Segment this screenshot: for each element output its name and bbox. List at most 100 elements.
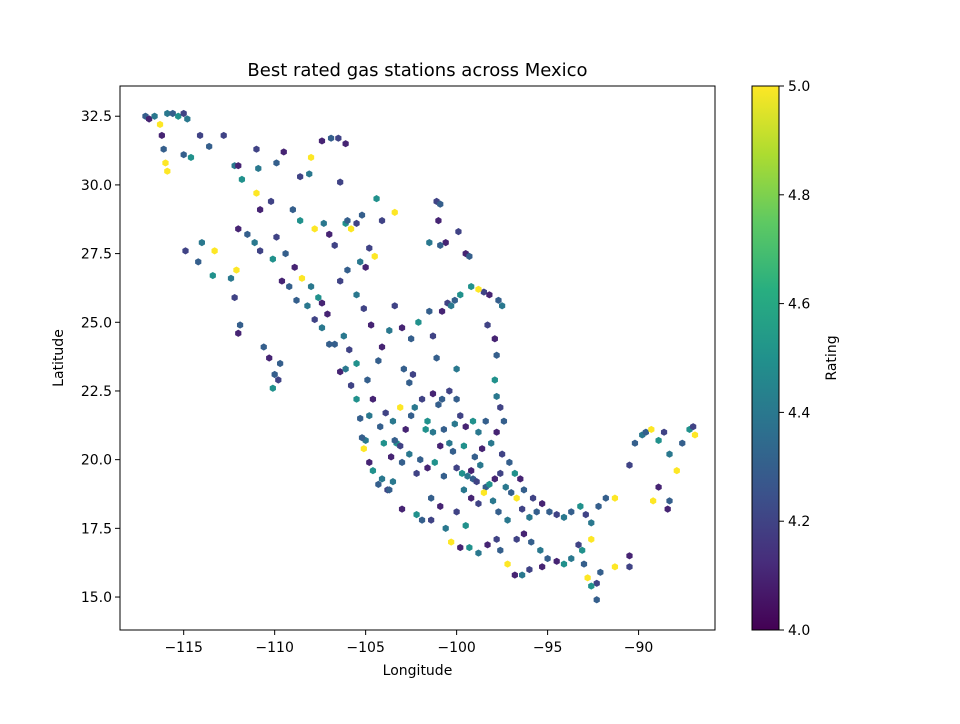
hexbin-cell (357, 258, 364, 266)
hexbin-cell (331, 340, 338, 348)
hexbin-cell (473, 478, 480, 486)
hexbin-cell (664, 505, 671, 513)
hexbin-cell (666, 450, 673, 458)
hexbin-cell (650, 497, 657, 505)
hexbin-cell (497, 403, 504, 412)
hexbin-cell (231, 293, 238, 302)
hexbin-cell (267, 197, 275, 205)
y-tick-label: 20.0 (81, 453, 112, 469)
hexbin-cell (278, 277, 286, 285)
hexbin-cell (553, 511, 560, 519)
hexbin-cell (595, 502, 602, 510)
hexbin-cell (580, 560, 588, 568)
hexbin-cell (318, 299, 326, 307)
hexbin-cell (408, 412, 415, 420)
hexbin-cell (289, 206, 296, 214)
colorbar-ticks: 4.0 4.2 4.4 4.6 4.8 5.0 (779, 79, 810, 639)
hexbin-cell (480, 288, 488, 296)
plot-background (120, 86, 715, 630)
chart-title: Best rated gas stations across Mexico (247, 60, 587, 81)
hexbin-cell (371, 252, 378, 260)
hexbin-cell (156, 120, 164, 129)
hexbin-cell (453, 508, 460, 516)
hexbin-cell (353, 395, 360, 403)
hexbin-cell (431, 458, 438, 466)
hexbin-cell (504, 560, 511, 568)
hexbin-cell (513, 494, 520, 502)
hexbin-cell (560, 513, 568, 521)
hexbin-cell (458, 469, 466, 477)
hexbin-cell (498, 302, 506, 310)
hexbin-cell (486, 480, 493, 488)
hexbin-cell (291, 263, 298, 271)
x-tick-label: −115 (164, 640, 202, 656)
hexbin-cell (326, 230, 333, 238)
hexbin-cell (366, 244, 373, 252)
hexbin-cell (513, 535, 520, 543)
hexbin-cell (415, 318, 422, 326)
hexbin-cell (475, 428, 482, 436)
hexbin-cell (236, 321, 244, 329)
hexbin-cell (568, 508, 575, 516)
hexbin-cell (375, 480, 382, 488)
hexbin-cell (196, 131, 204, 140)
hexbin-cell (575, 541, 582, 549)
hexbin-cell (453, 464, 460, 472)
hexbin-cell (626, 552, 633, 560)
hexbin-cell (648, 425, 655, 434)
x-tick-label: −100 (437, 640, 475, 656)
hexbin-cell (235, 162, 242, 170)
hexbin-cell (378, 475, 386, 483)
hexbin-cell (417, 456, 424, 464)
hexbin-cell (280, 148, 287, 156)
hexbin-cell (426, 239, 433, 247)
hexbin-cell (504, 516, 511, 524)
hexbin-cell (437, 200, 444, 208)
hexbin-cell (440, 425, 447, 434)
hexbin-cell (577, 502, 584, 510)
hexbin-cell (271, 370, 278, 379)
hexbin-cell (398, 505, 406, 513)
hexbin-cell (335, 134, 342, 142)
hexbin-cell (277, 359, 284, 368)
hexbin-cell (626, 563, 633, 571)
hexbin-cell (411, 403, 418, 412)
y-tick-label: 15.0 (81, 590, 112, 606)
hexbin-cell (391, 208, 398, 216)
hexbin-cell (398, 458, 406, 466)
hexbin-cell (389, 478, 397, 486)
hexbin-cell (673, 467, 680, 475)
x-tick-label: −95 (533, 640, 563, 656)
hexbin-cell (602, 494, 609, 502)
hexbin-cell (491, 475, 498, 483)
x-axis-label: Longitude (383, 663, 453, 679)
hexbin-cell (311, 225, 318, 233)
hexbin-cell (690, 423, 697, 431)
hexbin-cell (406, 450, 413, 458)
hexbin-cell (553, 557, 560, 565)
hexbin-cell (184, 115, 191, 123)
hexbin-cell (477, 461, 484, 469)
hexbin-cell (211, 247, 218, 255)
hexbin-cell (386, 326, 393, 335)
hexbin-cell (311, 315, 318, 324)
hexbin-cell (358, 434, 366, 442)
hexbin-cell (484, 321, 491, 329)
hexbin-cell (475, 285, 482, 293)
hexbin-cell (502, 483, 509, 491)
hexbin-cell (560, 560, 568, 568)
hexbin-cell (400, 365, 407, 373)
hexbin-cell (369, 467, 377, 475)
hexbin-cell (484, 541, 491, 549)
hexbin-cell (455, 228, 462, 236)
hexbin-cell (457, 543, 464, 552)
y-tick-label: 22.5 (81, 384, 112, 400)
hexbin-cell (337, 178, 344, 186)
hexbin-cell (327, 134, 335, 142)
colorbar (751, 85, 780, 631)
hexbin-cell (426, 307, 433, 315)
y-tick-label: 32.5 (81, 109, 112, 125)
hexbin-cell (273, 233, 280, 241)
hexbin-cell (528, 538, 535, 546)
hexbin-cell (429, 332, 437, 340)
